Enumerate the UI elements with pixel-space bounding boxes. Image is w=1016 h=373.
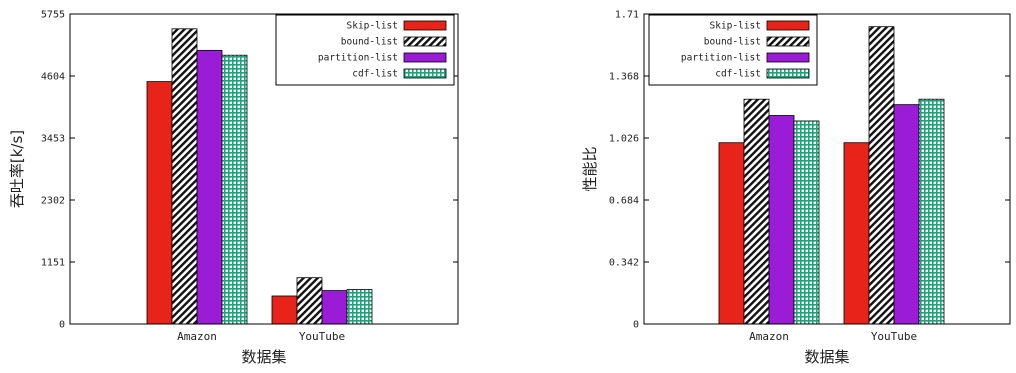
legend-label: Skip-list bbox=[710, 21, 761, 32]
y-tick-label: 0.342 bbox=[609, 258, 639, 269]
y-tick-label: 1.71 bbox=[615, 10, 639, 21]
throughput-y-axis-title: 吞吐率[k/s] bbox=[8, 130, 26, 208]
ratio-bars bbox=[718, 26, 945, 325]
bar-partition-list-youtube bbox=[321, 290, 348, 325]
x-tick-label: YouTube bbox=[299, 330, 345, 343]
bar-skip-list-youtube bbox=[843, 142, 870, 325]
bar-bound-list-youtube bbox=[296, 277, 323, 325]
ratio-x-ticks: Amazon YouTube bbox=[749, 319, 917, 343]
y-tick-label: 2302 bbox=[41, 196, 65, 207]
throughput-bars bbox=[146, 28, 373, 325]
legend-label: Skip-list bbox=[347, 21, 398, 32]
y-tick-label: 5755 bbox=[41, 10, 65, 21]
bar-bound-list-amazon bbox=[171, 28, 198, 325]
legend-swatch bbox=[766, 52, 810, 63]
bar-cdf-list-youtube bbox=[346, 289, 373, 325]
ratio-legend: Skip-list bound-list partition-list cdf-lis… bbox=[648, 14, 818, 86]
legend-swatch bbox=[766, 36, 810, 47]
legend-label: cdf-list bbox=[352, 69, 398, 80]
y-tick-label: 1.026 bbox=[609, 134, 639, 145]
legend-swatch bbox=[403, 68, 447, 79]
ratio-y-axis-title: 性能比 bbox=[581, 146, 599, 191]
legend-label: bound-list bbox=[341, 37, 398, 48]
bar-bound-list-amazon bbox=[743, 98, 770, 325]
bar-cdf-list-youtube bbox=[918, 98, 945, 325]
ratio-x-axis-title: 数据集 bbox=[804, 348, 849, 366]
legend-label: cdf-list bbox=[715, 69, 761, 80]
throughput-chart: 0 1151 2302 3453 4604 5755 Amazon YouTube 吞吐率[… bbox=[8, 10, 459, 366]
legend-swatch bbox=[403, 20, 447, 31]
bar-partition-list-amazon bbox=[196, 49, 223, 325]
legend-swatch bbox=[766, 68, 810, 79]
y-tick-label: 1151 bbox=[41, 258, 65, 269]
throughput-x-axis-title: 数据集 bbox=[241, 348, 286, 366]
y-tick-label: 0 bbox=[59, 320, 65, 331]
bar-skip-list-amazon bbox=[146, 81, 173, 325]
y-tick-label: 0.684 bbox=[609, 196, 639, 207]
y-tick-label: 4604 bbox=[41, 72, 65, 83]
bar-partition-list-amazon bbox=[768, 115, 795, 325]
y-tick-label: 0 bbox=[633, 320, 639, 331]
legend-swatch bbox=[403, 52, 447, 63]
ratio-plot-frame bbox=[643, 13, 1011, 325]
legend-label: partition-list bbox=[681, 53, 761, 64]
legend-swatch bbox=[403, 36, 447, 47]
throughput-legend: Skip-list bound-list partition-list cdf-lis… bbox=[275, 14, 455, 86]
y-tick-label: 1.368 bbox=[609, 72, 639, 83]
x-tick-label: Amazon bbox=[177, 330, 217, 343]
bar-skip-list-amazon bbox=[718, 142, 745, 325]
bar-cdf-list-amazon bbox=[221, 54, 248, 325]
legend-swatch bbox=[766, 20, 810, 31]
y-tick-label: 3453 bbox=[41, 134, 65, 145]
throughput-x-ticks: Amazon YouTube bbox=[177, 319, 345, 343]
x-tick-label: Amazon bbox=[749, 330, 789, 343]
x-tick-label: YouTube bbox=[871, 330, 917, 343]
legend-label: bound-list bbox=[704, 37, 761, 48]
bar-skip-list-youtube bbox=[271, 295, 298, 325]
throughput-plot-frame bbox=[69, 13, 459, 325]
bar-partition-list-youtube bbox=[893, 104, 920, 325]
legend-label: partition-list bbox=[318, 53, 398, 64]
bar-cdf-list-amazon bbox=[793, 120, 820, 325]
bar-bound-list-youtube bbox=[868, 26, 895, 325]
